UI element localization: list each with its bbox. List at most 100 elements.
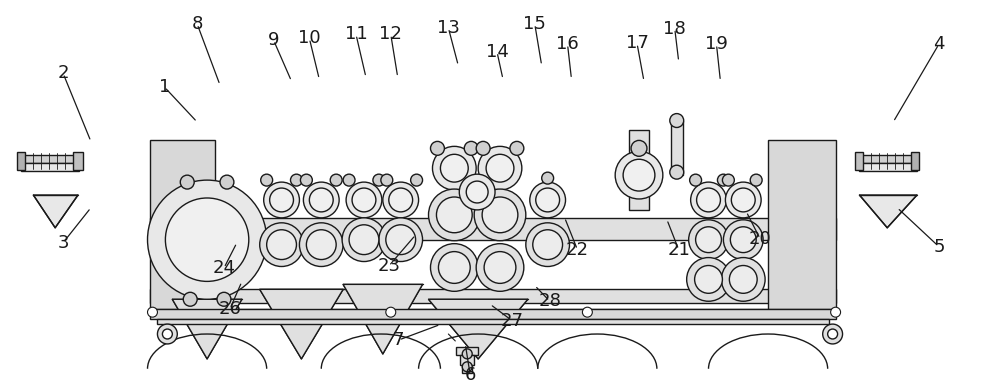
Text: 21: 21 — [667, 241, 690, 259]
Text: 9: 9 — [268, 31, 279, 49]
Circle shape — [386, 225, 416, 254]
Circle shape — [476, 244, 524, 291]
Circle shape — [721, 258, 765, 301]
Polygon shape — [260, 289, 343, 359]
Circle shape — [260, 223, 303, 267]
Circle shape — [430, 244, 478, 291]
Circle shape — [542, 172, 554, 184]
Text: 8: 8 — [191, 15, 203, 33]
Circle shape — [438, 252, 470, 283]
Polygon shape — [429, 299, 528, 359]
Text: 10: 10 — [298, 29, 321, 47]
Circle shape — [373, 174, 385, 186]
Circle shape — [486, 154, 514, 182]
Text: 15: 15 — [523, 15, 546, 33]
Circle shape — [383, 182, 419, 218]
Bar — [460, 355, 474, 365]
Circle shape — [299, 223, 343, 267]
Bar — [855, 152, 863, 170]
Circle shape — [306, 230, 336, 260]
Text: 26: 26 — [218, 300, 241, 318]
Circle shape — [533, 230, 563, 260]
Bar — [150, 309, 836, 315]
Circle shape — [462, 362, 472, 372]
Circle shape — [381, 174, 393, 186]
Text: 4: 4 — [933, 35, 945, 53]
Circle shape — [261, 174, 273, 186]
Bar — [150, 309, 836, 319]
Circle shape — [623, 159, 655, 191]
Circle shape — [725, 182, 761, 218]
Text: 28: 28 — [538, 292, 561, 310]
Circle shape — [687, 258, 730, 301]
Circle shape — [183, 292, 197, 306]
Circle shape — [474, 189, 526, 241]
Text: 27: 27 — [500, 312, 523, 330]
Circle shape — [411, 174, 423, 186]
Circle shape — [530, 182, 566, 218]
Circle shape — [462, 349, 472, 359]
Text: 20: 20 — [749, 230, 772, 248]
Bar — [150, 289, 836, 303]
Polygon shape — [859, 195, 917, 228]
Circle shape — [823, 324, 843, 344]
Circle shape — [429, 189, 480, 241]
Circle shape — [430, 142, 444, 155]
Text: 5: 5 — [933, 238, 945, 256]
Text: 24: 24 — [212, 259, 235, 277]
Circle shape — [180, 175, 194, 189]
Text: 7: 7 — [393, 331, 404, 349]
Circle shape — [342, 218, 386, 261]
Circle shape — [389, 188, 413, 212]
Bar — [150, 218, 836, 240]
Circle shape — [697, 188, 720, 212]
Circle shape — [217, 292, 231, 306]
Circle shape — [267, 230, 296, 260]
Circle shape — [696, 227, 721, 252]
Circle shape — [379, 218, 423, 261]
Text: 17: 17 — [626, 34, 648, 53]
Circle shape — [432, 146, 476, 190]
Circle shape — [831, 307, 841, 317]
Circle shape — [440, 154, 468, 182]
Circle shape — [482, 197, 518, 233]
Circle shape — [690, 174, 702, 186]
Text: 22: 22 — [566, 241, 589, 259]
Circle shape — [717, 174, 729, 186]
Circle shape — [691, 182, 726, 218]
Circle shape — [536, 188, 560, 212]
Circle shape — [309, 188, 333, 212]
Bar — [768, 140, 836, 309]
Circle shape — [220, 175, 234, 189]
Text: 11: 11 — [345, 25, 367, 44]
Text: 14: 14 — [486, 43, 508, 61]
Circle shape — [386, 307, 396, 317]
Circle shape — [330, 174, 342, 186]
Bar — [859, 155, 917, 163]
Bar — [21, 163, 79, 171]
Circle shape — [510, 142, 524, 155]
Circle shape — [478, 146, 522, 190]
Circle shape — [722, 174, 734, 186]
Bar — [462, 365, 472, 373]
Circle shape — [695, 265, 722, 293]
Circle shape — [436, 197, 472, 233]
Bar — [671, 120, 683, 175]
Circle shape — [165, 198, 249, 281]
Circle shape — [582, 307, 592, 317]
Bar — [859, 163, 917, 171]
Circle shape — [631, 140, 647, 156]
Circle shape — [615, 151, 663, 199]
Circle shape — [303, 182, 339, 218]
Circle shape — [723, 220, 763, 260]
Circle shape — [162, 329, 172, 339]
Circle shape — [731, 188, 755, 212]
Circle shape — [484, 252, 516, 283]
Circle shape — [343, 174, 355, 186]
Text: 12: 12 — [379, 25, 402, 44]
Polygon shape — [172, 299, 242, 359]
Polygon shape — [33, 195, 78, 228]
Bar — [456, 347, 478, 355]
Text: 3: 3 — [57, 234, 69, 252]
Circle shape — [526, 223, 570, 267]
